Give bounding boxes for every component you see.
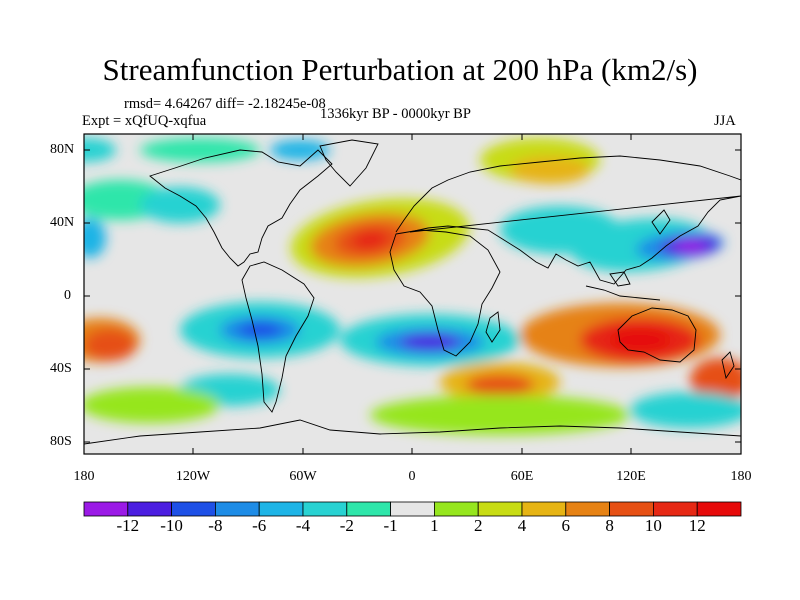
coast-japan — [651, 209, 671, 235]
map-ticks — [84, 134, 741, 454]
experiment-label: Expt = xQfUQ-xqfua — [82, 113, 207, 129]
contour-region — [140, 138, 260, 162]
lat-label-80n: 80N — [50, 142, 75, 157]
contour-region — [608, 328, 672, 352]
colorbar-label: 6 — [561, 516, 571, 535]
colorbar-label: 4 — [517, 516, 527, 535]
plot-title: Streamfunction Perturbation at 200 hPa (… — [102, 52, 698, 87]
colorbar-label: -12 — [116, 516, 140, 535]
colorbar-label: 1 — [430, 516, 439, 535]
colorbar-label: -10 — [160, 516, 183, 535]
lon-label-180w: 180 — [73, 469, 95, 484]
coast-greenland — [319, 139, 379, 187]
contour-region — [400, 334, 460, 350]
coast-australia — [617, 307, 697, 363]
coast-south-america — [241, 261, 315, 413]
coast-north-america — [149, 149, 333, 267]
stats-label: rmsd= 4.64267 diff= -2.18245e-08 — [124, 96, 326, 112]
contour-region — [510, 156, 590, 184]
contour-region — [84, 138, 116, 162]
contour-fields — [84, 138, 741, 435]
lat-label-80s: 80S — [50, 434, 72, 449]
contour-region — [270, 140, 330, 160]
period-label: 1336kyr BP - 0000kyr BP — [320, 106, 471, 122]
contour-region — [84, 387, 220, 423]
coast-africa — [389, 229, 501, 357]
coast-madagascar — [485, 311, 501, 343]
lon-label-0: 0 — [408, 469, 416, 484]
contour-region — [140, 187, 220, 223]
colorbar-label: 10 — [644, 516, 662, 535]
contour-region — [466, 374, 534, 396]
colorbar-label: 2 — [473, 516, 483, 535]
coast-antarctica — [84, 419, 741, 445]
lon-label-60w: 60W — [289, 469, 317, 484]
coast-eurasia — [395, 155, 741, 285]
lon-label-60e: 60E — [510, 469, 534, 484]
lat-label-40s: 40S — [50, 361, 72, 376]
lon-label-120w: 120W — [175, 469, 211, 484]
contour-region — [352, 229, 388, 251]
contour-region — [674, 239, 706, 253]
colorbar-label: -6 — [252, 516, 267, 535]
colorbar-label: -2 — [339, 516, 354, 535]
season-label: JJA — [714, 113, 736, 129]
colorbar-label: 8 — [605, 516, 614, 535]
lon-label-180e: 180 — [730, 469, 752, 484]
contour-region — [370, 395, 630, 435]
contour-region — [84, 218, 106, 258]
coastlines — [84, 139, 741, 445]
lat-label-eq: 0 — [64, 288, 71, 303]
contour-region — [238, 322, 282, 338]
contour-region — [630, 392, 741, 428]
colorbar-label: -1 — [383, 516, 398, 535]
contour-region — [690, 358, 741, 402]
lat-label-40n: 40N — [50, 215, 75, 230]
coast-new-zealand — [721, 351, 735, 380]
coast-indonesia — [585, 271, 661, 301]
lon-label-120e: 120E — [616, 469, 646, 484]
colorbar-label: -8 — [208, 516, 223, 535]
contour-region — [84, 329, 136, 361]
colorbar-label: 12 — [688, 516, 706, 535]
colorbar-label: -4 — [295, 516, 311, 535]
